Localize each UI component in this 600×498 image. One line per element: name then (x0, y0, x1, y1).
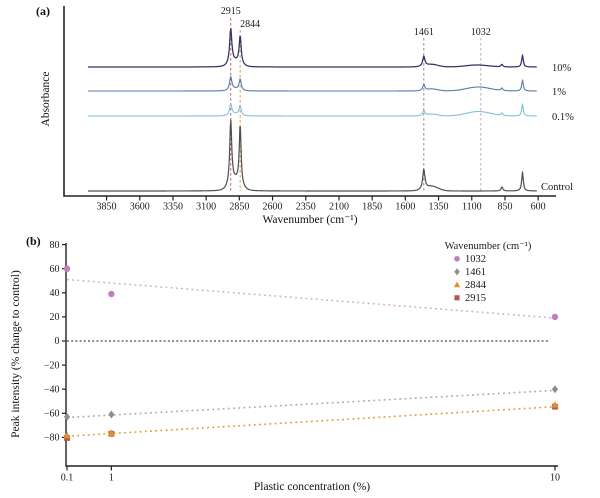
peak-label-1461: 1461 (414, 27, 434, 38)
x-tick-label: 10 (550, 473, 560, 484)
y-tick-label: −80 (44, 433, 60, 444)
x-tick-label: 0.1 (61, 473, 74, 484)
x-tick-label: 2600 (263, 202, 283, 213)
legend: Wavenumber (cm⁻¹) 1032 1461 2844 2915 (445, 241, 532, 304)
x-tick-label: 1850 (362, 202, 382, 213)
x-tick-label: 3350 (163, 202, 183, 213)
peak-label-2915: 2915 (221, 6, 241, 17)
panel-b-label: (b) (26, 234, 41, 248)
y-tick-label: 80 (50, 240, 60, 251)
data-point-1461 (63, 412, 71, 421)
spectrum-trace-10 (87, 27, 537, 68)
trend-line-1461 (66, 389, 556, 419)
y-tick-label: −20 (44, 360, 60, 371)
x-tick-label: 600 (531, 202, 546, 213)
y-tick-label: 0 (55, 336, 60, 347)
x-tick-label: 3600 (130, 202, 150, 213)
data-point-2844 (63, 431, 71, 439)
panel-a-x-ticks: 3850 3600 3350 3100 2850 2600 2350 2100 1850 1600… (97, 196, 546, 213)
panel-a-label: (a) (36, 4, 50, 18)
legend-title: Wavenumber (cm⁻¹) (445, 241, 532, 252)
trace-label-1: 1% (552, 87, 566, 98)
peak-intensity-chart: 80 60 40 20 0 −20 −40 −60 −80 0.1 1 10 Wavenumber (c… (44, 240, 560, 484)
panel-b-y-ticks: 80 60 40 20 0 −20 −40 −60 −80 (44, 240, 66, 444)
ftir-spectra-chart: 3850 3600 3350 3100 2850 2600 2350 2100 1850 1600… (63, 6, 574, 213)
legend-item-1461: 1461 (454, 267, 486, 278)
trend-lines (66, 278, 556, 437)
circle-legend-swatch (454, 255, 460, 262)
trend-line-1032 (66, 278, 556, 319)
data-point-2844 (551, 401, 559, 408)
data-point-1032 (63, 265, 71, 272)
x-tick-label: 2350 (296, 202, 316, 213)
data-point-2844 (107, 429, 115, 436)
peak-annotation-lines (230, 18, 482, 191)
spectrum-trace-1 (87, 76, 537, 92)
legend-item-1032: 1032 (454, 254, 486, 265)
y-tick-label: 40 (50, 288, 60, 299)
spectrum-trace-control (87, 119, 537, 192)
y-tick-label: −40 (44, 384, 60, 395)
legend-item-label: 2844 (465, 280, 487, 291)
trace-label-10: 10% (552, 63, 572, 74)
peak-label-1032: 1032 (471, 27, 491, 38)
trace-label-01: 0.1% (552, 112, 574, 123)
x-tick-label: 2850 (229, 202, 249, 213)
x-tick-label: 2100 (329, 202, 349, 213)
x-tick-label: 850 (497, 202, 512, 213)
x-tick-label: 1350 (429, 202, 449, 213)
x-tick-label: 3100 (196, 202, 216, 213)
panel-b-x-ticks: 0.1 1 10 (61, 466, 560, 484)
spectrum-trace-01 (87, 103, 537, 117)
x-tick-label: 3850 (97, 202, 117, 213)
panel-b-x-axis-title: Plastic concentration (%) (253, 481, 371, 493)
x-tick-label: 1600 (395, 202, 415, 213)
triangle-legend-swatch (453, 281, 461, 288)
peak-label-2844: 2844 (240, 19, 260, 30)
panel-a-x-axis-title: Wavenumber (cm⁻¹) (262, 214, 358, 226)
legend-item-label: 2915 (465, 293, 486, 304)
y-tick-label: −60 (44, 409, 60, 420)
data-point-1032 (551, 313, 559, 321)
y-tick-label: 20 (50, 312, 60, 323)
panel-a-axis-spines (63, 6, 556, 197)
x-tick-label: 1100 (462, 202, 482, 213)
trace-label-control: Control (541, 182, 573, 193)
y-tick-label: 60 (50, 264, 60, 275)
data-point-1461 (551, 385, 559, 394)
square-legend-swatch (454, 295, 460, 301)
diamond-legend-swatch (454, 268, 460, 276)
x-tick-label: 1 (109, 473, 114, 484)
trend-line-2844 (66, 405, 556, 437)
data-point-1461 (108, 410, 115, 419)
legend-item-label: 1032 (465, 254, 486, 265)
spectra-traces: 10% 1% 0.1% Control (87, 27, 574, 193)
legend-item-2844: 2844 (453, 280, 487, 291)
peak-annotation-labels: 2915 2844 1461 1032 (221, 6, 491, 38)
data-point-1032 (108, 290, 115, 298)
legend-item-label: 1461 (465, 267, 486, 278)
data-points (63, 265, 559, 441)
legend-item-2915: 2915 (454, 293, 486, 304)
